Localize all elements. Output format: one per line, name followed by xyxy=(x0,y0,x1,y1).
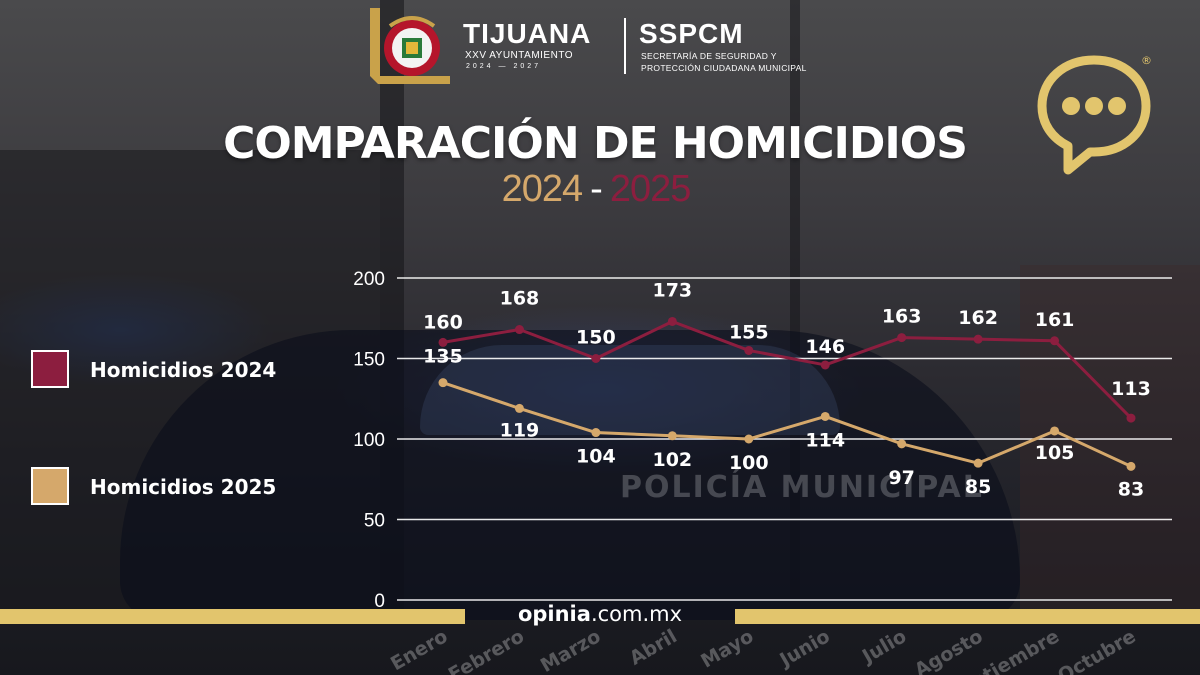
registered-mark-icon: ® xyxy=(1141,54,1152,67)
data-point-2025 xyxy=(667,431,677,441)
data-point-2024 xyxy=(591,354,601,363)
x-tick-label: Enero xyxy=(387,625,452,675)
data-label-2024: 155 xyxy=(729,321,769,343)
data-label-2025: 100 xyxy=(729,452,769,474)
legend-label-2025: Homicidios 2025 xyxy=(90,475,277,499)
agency-name-line2: PROTECCIÓN CIUDADANA MUNICIPAL xyxy=(641,63,807,73)
x-tick-label: Febrero xyxy=(445,625,528,675)
legend-swatch-2024 xyxy=(31,350,69,388)
x-tick-label: Mayo xyxy=(697,625,757,672)
data-label-2025: 135 xyxy=(423,346,463,368)
series-line-2024 xyxy=(442,319,1133,420)
agency-acronym: SSPCM xyxy=(639,18,744,49)
data-point-2024 xyxy=(667,316,677,326)
background-pole xyxy=(790,0,800,610)
administration-period: 2024 — 2027 xyxy=(466,63,542,70)
data-point-2024 xyxy=(1126,413,1136,423)
data-point-2025 xyxy=(438,378,448,388)
chart-title: COMPARACIÓN DE HOMICIDIOS xyxy=(223,118,968,169)
data-label-2025: 104 xyxy=(576,446,616,468)
data-label-2025: 83 xyxy=(1118,478,1144,500)
data-point-2025 xyxy=(744,434,754,444)
data-label-2024: 113 xyxy=(1111,378,1151,400)
y-tick-label: 200 xyxy=(353,269,385,290)
data-label-2024: 173 xyxy=(652,279,692,301)
background-police-car xyxy=(120,330,1020,620)
subtitle-year-2025: 2025 xyxy=(609,168,692,210)
data-point-2024 xyxy=(744,345,754,355)
y-tick-label: 100 xyxy=(353,430,385,451)
x-tick-label: Octubre xyxy=(1054,625,1139,675)
header-divider xyxy=(624,18,626,74)
data-point-2024 xyxy=(897,333,907,343)
footer-bar-left xyxy=(0,609,465,624)
x-tick-label: Agosto xyxy=(911,625,987,675)
data-point-2025 xyxy=(514,403,524,413)
chat-bubble-icon xyxy=(1037,55,1151,175)
data-point-2025 xyxy=(1050,426,1060,436)
data-point-2024 xyxy=(973,334,983,344)
data-label-2024: 146 xyxy=(805,336,845,358)
data-label-2025: 105 xyxy=(1035,442,1075,464)
data-point-2024 xyxy=(1050,336,1060,346)
data-point-2025 xyxy=(973,458,983,468)
data-point-2025 xyxy=(1126,461,1136,471)
chart-subtitle: 2024-2025 xyxy=(0,168,1192,211)
footer-bar-right xyxy=(735,609,1200,624)
data-label-2025: 97 xyxy=(888,467,914,489)
grid-layer: 0 50 100 150 200 xyxy=(353,269,1172,612)
ayuntamiento-label: XXV AYUNTAMIENTO xyxy=(465,50,574,61)
series-line-2025 xyxy=(442,381,1132,468)
x-tick-label: Marzo xyxy=(537,625,604,675)
tijuana-seal-logo xyxy=(370,8,450,84)
data-point-2025 xyxy=(897,439,907,449)
subtitle-separator: - xyxy=(590,168,603,210)
data-label-2024: 163 xyxy=(882,306,922,328)
y-tick-label: 150 xyxy=(353,350,385,371)
background-building-right xyxy=(1020,265,1200,610)
footer-site-rest: .com.mx xyxy=(590,602,683,626)
x-tick-label: Junio xyxy=(774,625,833,672)
x-tick-label: Julio xyxy=(857,625,910,668)
legend-label-2024: Homicidios 2024 xyxy=(90,358,277,382)
series-layer xyxy=(438,316,1136,471)
data-label-2025: 102 xyxy=(652,449,692,471)
y-tick-label: 0 xyxy=(374,591,385,612)
data-label-layer: 160 168 150 173 155 146 163 162 161 113 135 119 104 1… xyxy=(423,279,1151,500)
data-label-2024: 162 xyxy=(958,307,998,329)
data-label-2024: 150 xyxy=(576,327,616,349)
background-car-text: POLICÍA MUNICIPAL xyxy=(620,470,984,505)
y-tick-label: 50 xyxy=(364,511,385,532)
data-label-2025: 119 xyxy=(500,419,540,441)
data-label-2024: 168 xyxy=(500,288,540,310)
data-point-2024 xyxy=(514,325,524,335)
agency-name-line1: SECRETARÍA DE SEGURIDAD Y xyxy=(641,51,777,61)
data-label-2025: 85 xyxy=(965,476,991,498)
data-point-2025 xyxy=(820,411,830,421)
footer-site-bold: opinia xyxy=(517,602,591,626)
background-car-windshield xyxy=(420,345,840,435)
data-label-2024: 161 xyxy=(1035,309,1075,331)
data-point-2024 xyxy=(820,360,830,370)
data-label-2024: 160 xyxy=(423,311,463,333)
data-label-2025: 114 xyxy=(805,429,845,451)
legend-swatch-2025 xyxy=(31,467,69,505)
x-tick-label: Abril xyxy=(626,625,681,669)
subtitle-year-2024: 2024 xyxy=(501,168,584,210)
city-name: TIJUANA xyxy=(463,18,592,49)
data-point-2025 xyxy=(591,428,601,438)
data-point-2024 xyxy=(438,337,448,347)
footer-website: opinia.com.mx xyxy=(465,602,735,626)
